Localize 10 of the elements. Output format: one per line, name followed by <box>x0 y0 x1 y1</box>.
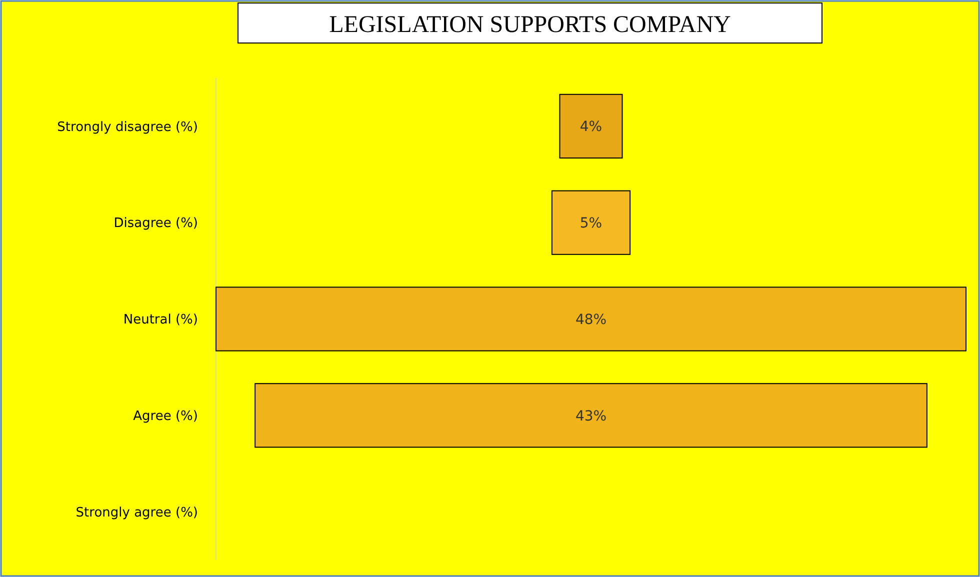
data-label: 43% <box>575 408 607 424</box>
category-label: Disagree (%) <box>114 216 198 232</box>
text: LEGISLATION SUPPORTS COMPANY <box>329 12 731 38</box>
data-label: 5% <box>580 216 602 232</box>
data-label: 4% <box>580 119 602 136</box>
category-label: Strongly disagree (%) <box>57 120 198 135</box>
category-label: Strongly agree (%) <box>76 505 198 520</box>
data-label: 48% <box>575 312 607 328</box>
category-label: Neutral (%) <box>123 312 198 328</box>
category-label: Agree (%) <box>133 408 198 424</box>
